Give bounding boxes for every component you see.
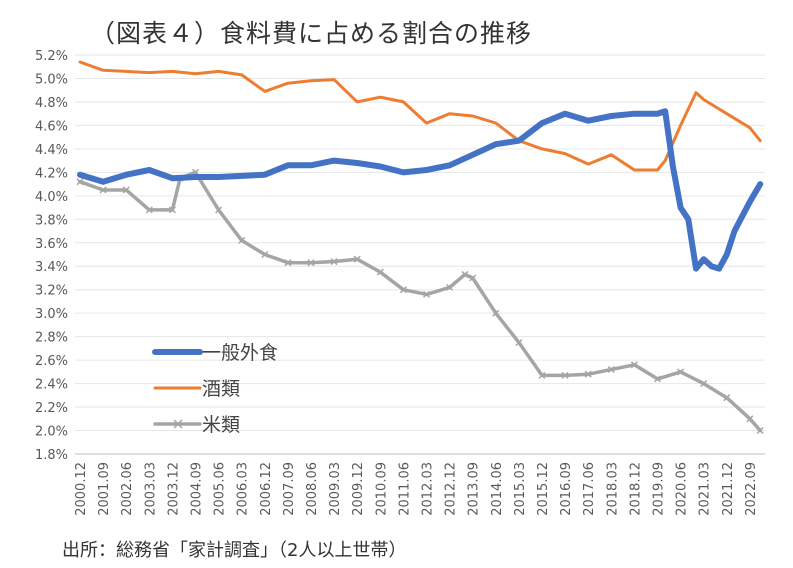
data-point-marker bbox=[353, 255, 361, 263]
data-point-marker bbox=[746, 415, 754, 423]
x-tick-label: 2000.12 bbox=[74, 462, 89, 516]
data-point-marker bbox=[122, 186, 130, 194]
x-tick-label: 2009.12 bbox=[351, 462, 366, 516]
y-tick-label: 1.8% bbox=[35, 448, 68, 463]
data-point-marker bbox=[330, 258, 338, 266]
data-point-marker bbox=[700, 380, 708, 388]
data-point-marker bbox=[469, 274, 477, 282]
y-tick-label: 2.0% bbox=[35, 425, 68, 440]
x-tick-label: 2004.09 bbox=[190, 462, 205, 516]
x-tick-label: 2006.12 bbox=[259, 462, 274, 516]
x-tick-label: 2018.12 bbox=[628, 462, 643, 516]
x-tick-label: 2013.09 bbox=[467, 462, 482, 516]
x-tick-label: 2018.03 bbox=[605, 462, 620, 516]
x-tick-label: 2003.12 bbox=[166, 462, 181, 516]
data-point-marker bbox=[284, 259, 292, 267]
x-tick-label: 2022.09 bbox=[744, 462, 759, 516]
data-point-marker bbox=[561, 371, 569, 379]
legend-label-0: 一般外食 bbox=[202, 342, 278, 364]
x-tick-label: 2012.12 bbox=[444, 462, 459, 516]
data-point-marker bbox=[653, 375, 662, 383]
data-point-marker bbox=[607, 365, 615, 374]
x-tick-label: 2007.09 bbox=[282, 462, 297, 516]
data-point-marker bbox=[168, 206, 176, 214]
data-point-marker bbox=[307, 259, 315, 267]
x-tick-label: 2021.12 bbox=[721, 462, 736, 516]
data-point-marker bbox=[76, 178, 84, 186]
x-tick-label: 2011.06 bbox=[397, 462, 412, 516]
data-point-marker bbox=[723, 394, 731, 402]
legend-label-2: 米類 bbox=[202, 414, 240, 436]
chart-title: （図表４）食料費に占める割合の推移 bbox=[90, 19, 533, 48]
x-tick-label: 2019.09 bbox=[652, 462, 667, 516]
y-tick-label: 4.0% bbox=[35, 190, 68, 205]
data-point-marker bbox=[756, 426, 764, 435]
data-point-marker bbox=[238, 236, 246, 244]
x-tick-label: 2016.09 bbox=[559, 462, 574, 516]
x-tick-label: 2021.03 bbox=[698, 462, 713, 516]
series-line-1 bbox=[78, 60, 762, 172]
x-tick-label: 2003.03 bbox=[143, 462, 158, 516]
x-tick-label: 2020.06 bbox=[675, 462, 690, 516]
y-tick-label: 2.2% bbox=[35, 401, 68, 416]
data-point-marker bbox=[399, 286, 407, 294]
x-tick-label: 2012.03 bbox=[421, 462, 436, 516]
y-tick-label: 2.4% bbox=[35, 378, 68, 393]
x-tick-label: 2002.06 bbox=[120, 462, 135, 516]
x-tick-label: 2010.09 bbox=[374, 462, 389, 516]
y-tick-label: 4.6% bbox=[35, 119, 68, 134]
data-point-marker bbox=[538, 371, 546, 379]
legend-marker bbox=[173, 419, 183, 429]
legend-label-1: 酒類 bbox=[202, 378, 240, 400]
x-tick-label: 2017.06 bbox=[582, 462, 597, 516]
source-note: 出所：総務省「家計調査」（2人以上世帯） bbox=[62, 540, 407, 561]
y-tick-label: 3.8% bbox=[35, 213, 68, 228]
y-tick-label: 4.4% bbox=[35, 143, 68, 158]
data-point-marker bbox=[422, 290, 431, 298]
data-point-marker bbox=[677, 368, 685, 376]
y-tick-label: 5.0% bbox=[35, 72, 68, 87]
data-point-marker bbox=[99, 186, 107, 194]
y-tick-label: 4.8% bbox=[35, 96, 68, 111]
y-tick-label: 3.6% bbox=[35, 237, 68, 252]
data-point-marker bbox=[584, 370, 592, 378]
data-point-marker bbox=[376, 268, 384, 276]
data-point-marker bbox=[461, 270, 469, 278]
x-tick-label: 2014.06 bbox=[490, 462, 505, 516]
x-tick-label: 2006.03 bbox=[236, 462, 251, 516]
data-point-marker bbox=[215, 206, 223, 214]
y-tick-label: 2.8% bbox=[35, 331, 68, 346]
data-point-marker bbox=[492, 309, 500, 317]
data-point-marker bbox=[630, 361, 638, 369]
data-point-marker bbox=[515, 338, 523, 347]
x-tick-label: 2009.03 bbox=[328, 462, 343, 516]
y-tick-label: 3.2% bbox=[35, 284, 68, 299]
x-tick-label: 2001.09 bbox=[97, 462, 112, 516]
x-tick-label: 2008.06 bbox=[305, 462, 320, 516]
x-tick-label: 2015.12 bbox=[536, 462, 551, 516]
data-point-marker bbox=[145, 206, 153, 214]
y-tick-label: 5.2% bbox=[35, 49, 68, 64]
data-point-marker bbox=[261, 250, 269, 259]
y-tick-label: 3.4% bbox=[35, 260, 68, 275]
y-tick-label: 3.0% bbox=[35, 307, 68, 322]
series-line-0 bbox=[77, 108, 764, 272]
x-tick-label: 2005.06 bbox=[213, 462, 228, 516]
y-tick-label: 2.6% bbox=[35, 354, 68, 369]
y-tick-label: 4.2% bbox=[35, 166, 68, 181]
x-tick-label: 2015.03 bbox=[513, 462, 528, 516]
series-line-2 bbox=[78, 170, 762, 433]
data-point-marker bbox=[446, 283, 454, 291]
